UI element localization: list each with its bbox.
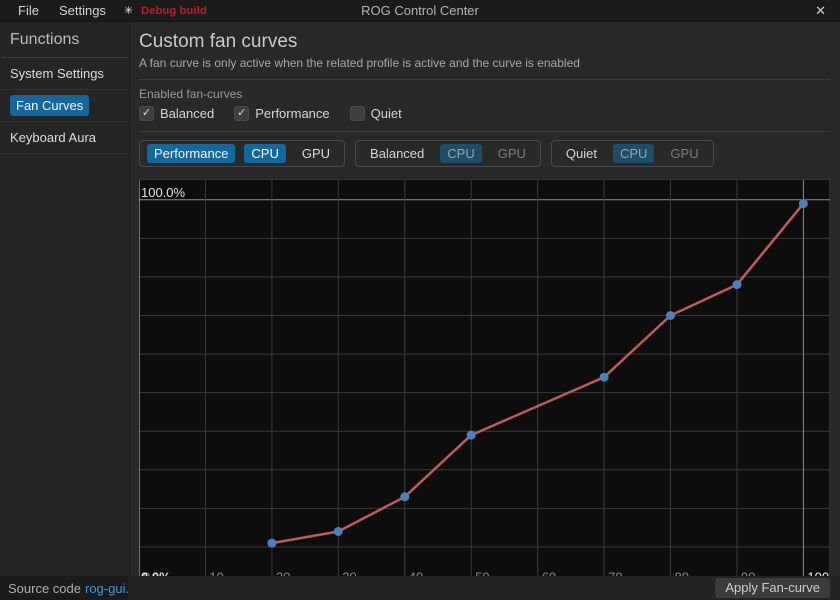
statusbar: Source code rog-gui. Apply Fan-curve bbox=[0, 576, 840, 600]
checkbox-box: ✓ bbox=[139, 106, 154, 121]
apply-fan-curve-button[interactable]: Apply Fan-curve bbox=[715, 578, 830, 598]
sidebar: Functions System Settings Fan Curves Key… bbox=[0, 22, 130, 576]
sidebar-item-label: Fan Curves bbox=[10, 95, 90, 116]
sidebar-item-system-settings[interactable]: System Settings bbox=[0, 58, 129, 90]
x-tick-label: 50 bbox=[475, 570, 489, 577]
cpu-tab-performance[interactable]: CPU bbox=[244, 144, 286, 163]
debug-build-label: Debug build bbox=[141, 4, 207, 17]
page-title: Custom fan curves bbox=[139, 31, 298, 52]
gpu-tab-balanced[interactable]: GPU bbox=[491, 144, 533, 163]
x-tick-label: 90 bbox=[741, 570, 755, 577]
fan-curve-point[interactable] bbox=[732, 280, 742, 290]
checkbox-balanced[interactable]: ✓ Balanced bbox=[139, 106, 214, 121]
fan-curve-chart[interactable]: 0 10 20 30 40 50 60 70 80 90 100 100.0% 0.0% bbox=[139, 179, 830, 576]
divider bbox=[139, 79, 831, 80]
profile-group-balanced: Balanced CPU GPU bbox=[355, 140, 541, 167]
fan-curve-point[interactable] bbox=[599, 372, 609, 382]
fan-curve-point[interactable] bbox=[666, 311, 675, 320]
sidebar-item-fan-curves[interactable]: Fan Curves bbox=[0, 90, 129, 122]
close-icon[interactable]: ✕ bbox=[815, 2, 826, 18]
fan-curve-point[interactable] bbox=[333, 527, 343, 536]
check-icon: ✓ bbox=[237, 107, 247, 119]
checkbox-box bbox=[349, 106, 365, 121]
profile-group-row: Performance CPU GPU Balanced CPU GPU Qui… bbox=[139, 140, 831, 167]
menu-file[interactable]: File bbox=[18, 2, 39, 18]
source-code-label: Source code bbox=[8, 580, 81, 596]
x-tick-label: 20 bbox=[276, 570, 290, 577]
gpu-tab-performance[interactable]: GPU bbox=[295, 144, 337, 163]
sidebar-divider bbox=[1, 57, 128, 58]
divider bbox=[139, 131, 831, 132]
checkbox-box: ✓ bbox=[234, 106, 250, 121]
fan-curve-point[interactable] bbox=[466, 430, 476, 440]
x-tick-label: 100 bbox=[807, 570, 829, 577]
checkbox-performance[interactable]: ✓ Performance bbox=[234, 106, 330, 121]
fan-curve-line bbox=[270, 202, 805, 545]
profile-group-quiet: Quiet CPU GPU bbox=[550, 140, 714, 167]
page-subtitle: A fan curve is only active when the rela… bbox=[139, 56, 580, 70]
titlebar: ROG Control Center File Settings ✳ Debug… bbox=[0, 0, 840, 22]
sidebar-item-label: Keyboard Aura bbox=[10, 130, 97, 145]
checkbox-quiet[interactable]: Quiet bbox=[349, 106, 402, 121]
x-tick-label: 0 bbox=[143, 570, 150, 577]
enabled-checkbox-row: ✓ Balanced ✓ Performance Quiet bbox=[139, 106, 831, 121]
check-icon: ✓ bbox=[141, 107, 152, 119]
main-panel: Custom fan curves A fan curve is only ac… bbox=[130, 22, 840, 576]
x-tick-label: 80 bbox=[675, 570, 689, 577]
x-tick-label: 40 bbox=[409, 570, 423, 577]
fan-curve-point[interactable] bbox=[798, 199, 808, 209]
source-code-box: Source code rog-gui. bbox=[0, 576, 130, 600]
menu-settings[interactable]: Settings bbox=[58, 2, 106, 18]
profile-button-quiet[interactable]: Quiet bbox=[559, 144, 604, 163]
x-tick-label: 70 bbox=[608, 570, 622, 577]
checkbox-label: Performance bbox=[255, 106, 330, 121]
cpu-tab-quiet[interactable]: CPU bbox=[612, 144, 655, 163]
checkbox-label: Quiet bbox=[370, 106, 402, 121]
x-tick-label: 10 bbox=[209, 570, 223, 577]
enabled-fan-curves-heading: Enabled fan-curves bbox=[139, 87, 243, 101]
sidebar-item-keyboard-aura[interactable]: Keyboard Aura bbox=[0, 122, 129, 154]
x-tick-label: 60 bbox=[542, 570, 556, 577]
rog-gui-link[interactable]: rog-gui. bbox=[85, 580, 130, 596]
gpu-tab-quiet[interactable]: GPU bbox=[663, 144, 705, 163]
checkbox-label: Balanced bbox=[160, 106, 215, 121]
sidebar-item-label: System Settings bbox=[10, 66, 104, 81]
fan-curve-point[interactable] bbox=[400, 492, 410, 502]
y-max-label: 100.0% bbox=[141, 185, 186, 200]
profile-button-balanced[interactable]: Balanced bbox=[363, 144, 431, 163]
fan-curve-point[interactable] bbox=[267, 538, 277, 548]
profile-group-performance: Performance CPU GPU bbox=[139, 140, 346, 167]
content-row: Functions System Settings Fan Curves Key… bbox=[0, 22, 840, 576]
sidebar-header: Functions bbox=[10, 31, 80, 48]
cpu-tab-balanced[interactable]: CPU bbox=[440, 144, 482, 163]
profile-button-performance[interactable]: Performance bbox=[147, 144, 236, 163]
y-min-label: 0.0% bbox=[141, 570, 171, 577]
sun-icon: ✳ bbox=[123, 5, 134, 17]
x-tick-label: 30 bbox=[342, 570, 356, 577]
